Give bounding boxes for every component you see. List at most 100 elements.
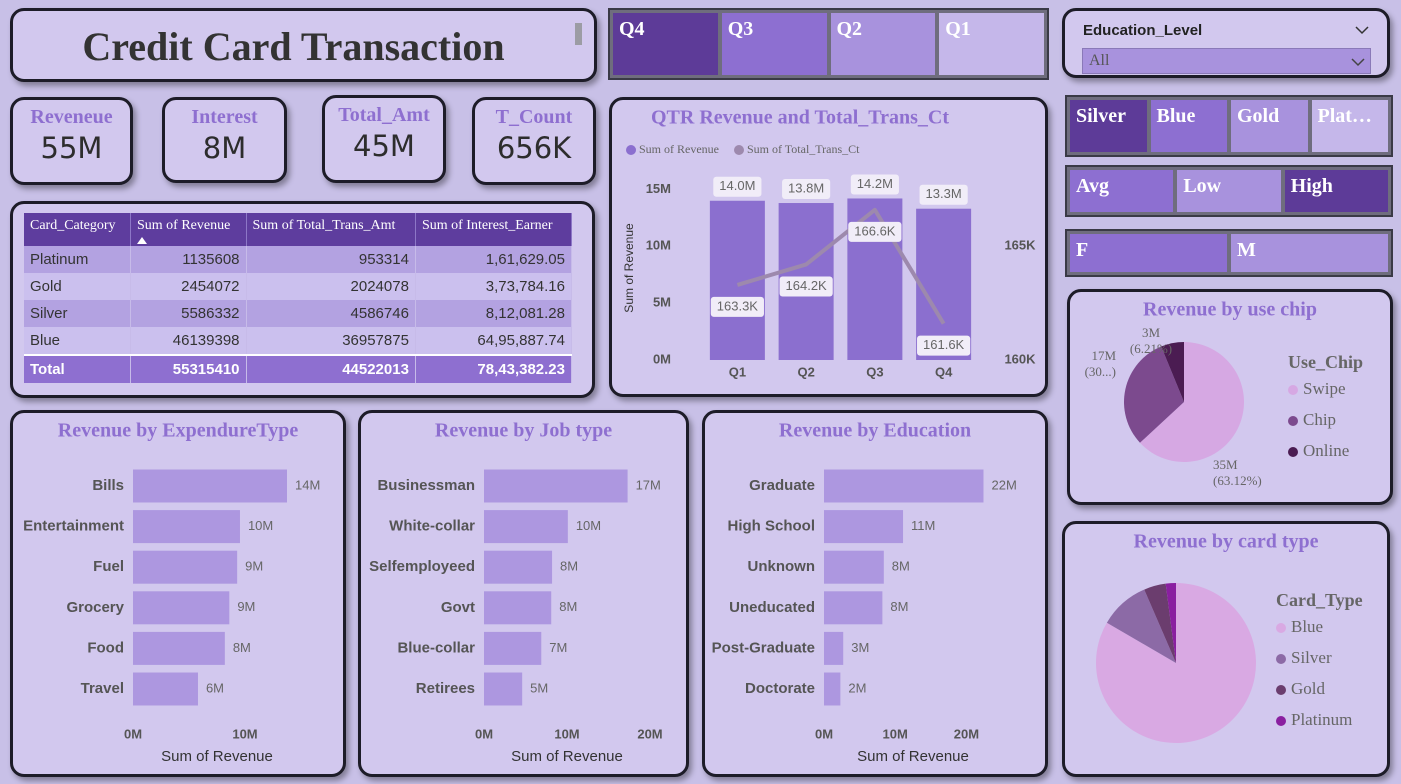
slicer-button[interactable]: Gold [1231,100,1308,152]
slicer-button[interactable]: Low [1177,170,1281,212]
pie-slice [1106,589,1176,663]
header-row: Card_Category Sum of Revenue Sum of Total_… [24,213,573,246]
total-cell: 44522013 [246,354,416,383]
legend-marker [734,145,744,155]
dropdown[interactable]: All [1082,48,1371,74]
x-tick-label: 10M [232,726,257,741]
slicer-button[interactable]: Avg [1070,170,1174,212]
x-tick-label: Q1 [729,364,746,379]
data-label: 13.3M [926,186,962,201]
x-tick-label: 10M [883,726,908,741]
table-cell: 953314 [246,246,416,273]
table-cell: 2454072 [130,273,247,300]
label-box [919,184,968,205]
kpi-label: T_Count [495,106,573,128]
slicer-button[interactable]: Q2 [830,13,936,75]
bar [824,550,884,584]
total-cell: 78,43,382.23 [415,354,573,383]
kpi-card: Interest 8M [162,97,287,183]
chevron[interactable] [1351,57,1365,67]
legend-label: Silver [1291,648,1332,667]
legend-title: Card_Type [1276,590,1363,610]
kpi-label: Reveneue [30,106,113,128]
bar [484,469,628,503]
slicer-title: Education_Level [1083,22,1203,39]
table-row: Platinum 1135608 953314 1,61,629.05 [24,246,573,273]
kpi-value: 656K [496,131,572,165]
legend-marker [1276,716,1286,726]
chart-title: Revenue by Education [779,420,971,442]
table-cell: 36957875 [246,327,416,355]
bar [133,469,287,503]
legend-marker [1288,385,1298,395]
bar [824,672,841,706]
chevron[interactable] [1355,25,1369,35]
slicer-button[interactable]: F [1070,234,1227,272]
y-tick-label: Graduate [749,477,815,494]
label-box [850,174,899,195]
legend-label: Chip [1303,410,1336,429]
data-label: 14M [295,477,320,492]
data-label: 8M [892,559,910,574]
pie-slice [1165,583,1176,663]
chart: Revenue by use chip 35M(63.12%) 17M(30...)… [1085,299,1363,488]
column-header: Sum of Total_Trans_Amt [246,213,416,246]
x-axis-label: Sum of Revenue [857,748,969,765]
x-tick-label: Q2 [797,364,814,379]
data-label: 3M [1142,325,1161,340]
total-cell: Total [24,354,131,383]
chart-title: Revenue by use chip [1143,299,1317,321]
slicer-button[interactable]: Blue [1150,100,1227,152]
y-tick-label: Govt [441,599,475,616]
chart-panel: Revenue by card type Card_Type Blue Silver G… [1062,521,1390,777]
slicer-button[interactable]: Plat… [1311,100,1388,152]
label-box [917,335,971,356]
label-box [779,276,833,297]
y-tick-label: Retirees [416,680,475,697]
kpi-value: 55M [40,131,103,165]
slicer-button[interactable]: High [1284,170,1388,212]
y-tick-label: Fuel [93,558,124,575]
x-tick-label: 20M [954,726,979,741]
y-tick-label: Businessman [377,477,475,494]
bar [133,672,198,706]
y-tick-label: White-collar [389,518,475,535]
data-label: 166.6K [848,221,902,242]
chart-panel: QTR Revenue and Total_Trans_Ct 0M 5M 10M 15M… [609,97,1048,397]
chart-panel: Revenue by Job type Businessman 17M White-c… [358,410,689,777]
slicer-button[interactable]: Q3 [721,13,827,75]
data-label: 166.6K [854,223,896,238]
bar [824,591,883,625]
legend-label: Sum of Total_Trans_Ct [747,142,860,156]
data-label: 5M [530,680,548,695]
label-box [848,221,902,242]
data-label: 13.8M [782,179,831,200]
slicer-button[interactable]: M [1231,234,1388,272]
data-label: 35M [1213,457,1238,472]
kpi-card: Total_Amt 45M [322,95,446,183]
table-cell: Silver [24,300,131,327]
data-label: 164.2K [779,276,833,297]
slicer-button[interactable]: Q4 [613,13,718,75]
table-cell: 2024078 [246,273,416,300]
slicer-button[interactable]: Q1 [939,13,1044,75]
data-label: 17M [1091,348,1116,363]
kpi-label: Total_Amt [338,104,430,126]
data-table: Card_Category Sum of Revenue Sum of Total_… [24,213,573,383]
x-tick-label: Q4 [935,364,953,379]
y2-tick-label: 165K [1004,238,1036,253]
data-label: 11M [911,518,935,533]
sort-indicator [137,237,147,244]
kpi-value: 45M [353,129,415,163]
chart-title: Revenue by card type [1134,531,1319,553]
slicer: Q4 Q3 Q2 Q1 [608,8,1049,80]
slicer-button[interactable]: Silver [1070,100,1147,152]
kpi-card: T_Count 656K [472,97,596,185]
x-axis-label: Sum of Revenue [511,748,623,765]
table-row: Blue 46139398 36957875 64,95,887.74 [24,327,573,355]
kpi-card: Reveneue 55M [10,97,133,185]
bar [824,510,904,544]
table-cell: 3,73,784.16 [415,273,573,300]
slicer: Silver Blue Gold Plat… [1065,95,1393,157]
pie-slice [1139,342,1244,462]
